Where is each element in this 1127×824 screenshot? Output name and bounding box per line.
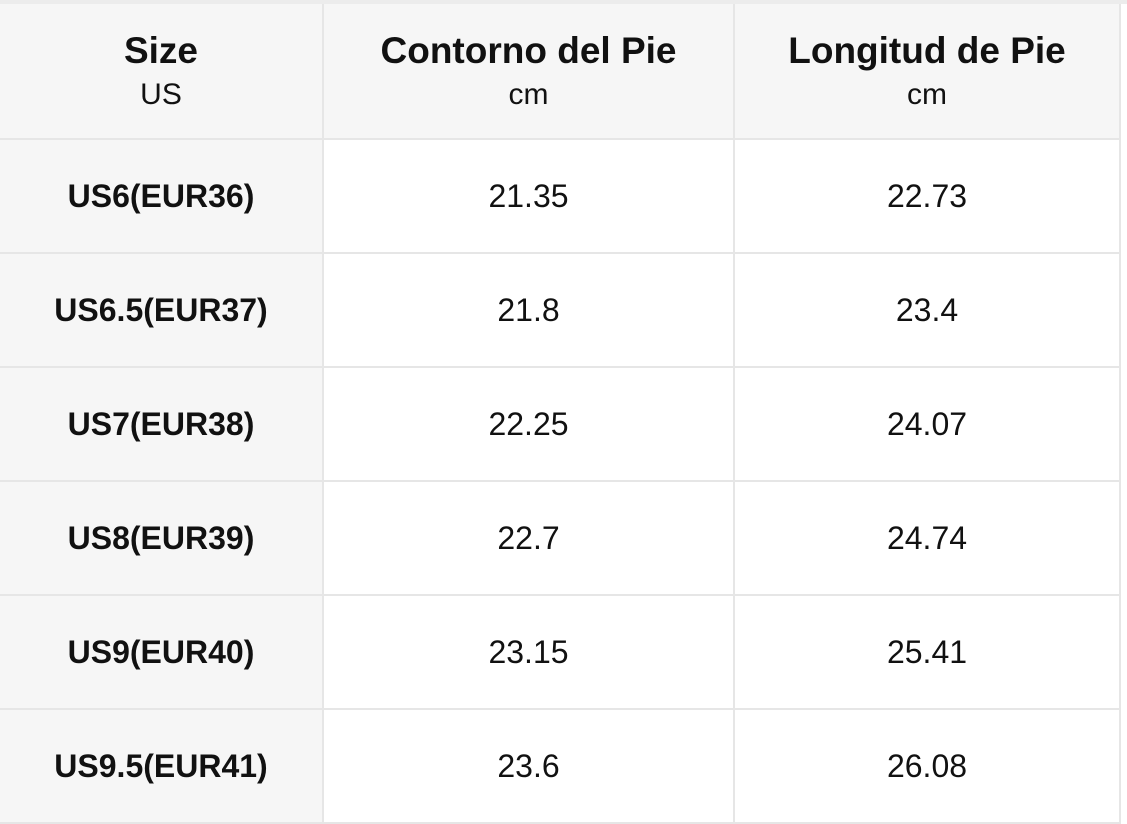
value-cell: 22.7 [324,482,735,596]
header-title: Contorno del Pie [380,30,677,71]
cell-text: 21.35 [488,177,569,214]
cell-text: US8(EUR39) [67,519,255,556]
cell-text: US6.5(EUR37) [54,291,268,328]
size-cell: US6.5(EUR37) [0,254,324,368]
header-unit: cm [907,78,947,111]
cell-text: 24.07 [886,405,968,442]
cell-text: 23.15 [488,633,569,670]
header-title: Longitud de Pie [788,30,1066,71]
size-cell: US9(EUR40) [0,596,324,710]
cell-text: 22.73 [886,177,968,214]
cell-text: 23.6 [497,747,560,784]
cell-text: 23.4 [895,291,959,328]
cell-text: US7(EUR38) [67,405,255,442]
value-cell: 23.6 [324,710,735,824]
header-cell: Contorno del Pie cm [324,4,735,140]
cell-text: 24.74 [886,519,968,556]
size-cell: US8(EUR39) [0,482,324,596]
value-cell: 26.08 [735,710,1121,824]
cell-text: US9(EUR40) [67,633,255,670]
value-cell: 21.8 [324,254,735,368]
value-cell: 21.35 [324,140,735,254]
size-cell: US7(EUR38) [0,368,324,482]
value-cell: 24.07 [735,368,1121,482]
cell-text: 21.8 [497,291,560,328]
value-cell: 23.4 [735,254,1121,368]
cell-text: 25.41 [886,633,968,670]
header-cell: Longitud de Pie cm [735,4,1121,140]
header-title: Size [123,30,199,71]
value-cell: 23.15 [324,596,735,710]
header-cell: Size US [0,4,324,140]
header-unit: cm [508,78,549,111]
size-cell: US6(EUR36) [0,140,324,254]
header-unit: US [140,78,182,111]
cell-text: 26.08 [886,747,968,784]
value-cell: 24.74 [735,482,1121,596]
value-cell: 22.73 [735,140,1121,254]
cell-text: 22.7 [497,519,560,556]
value-cell: 22.25 [324,368,735,482]
cell-text: US9.5(EUR41) [54,747,268,784]
size-cell: US9.5(EUR41) [0,710,324,824]
value-cell: 25.41 [735,596,1121,710]
cell-text: 22.25 [488,405,569,442]
cell-text: US6(EUR36) [67,177,255,214]
